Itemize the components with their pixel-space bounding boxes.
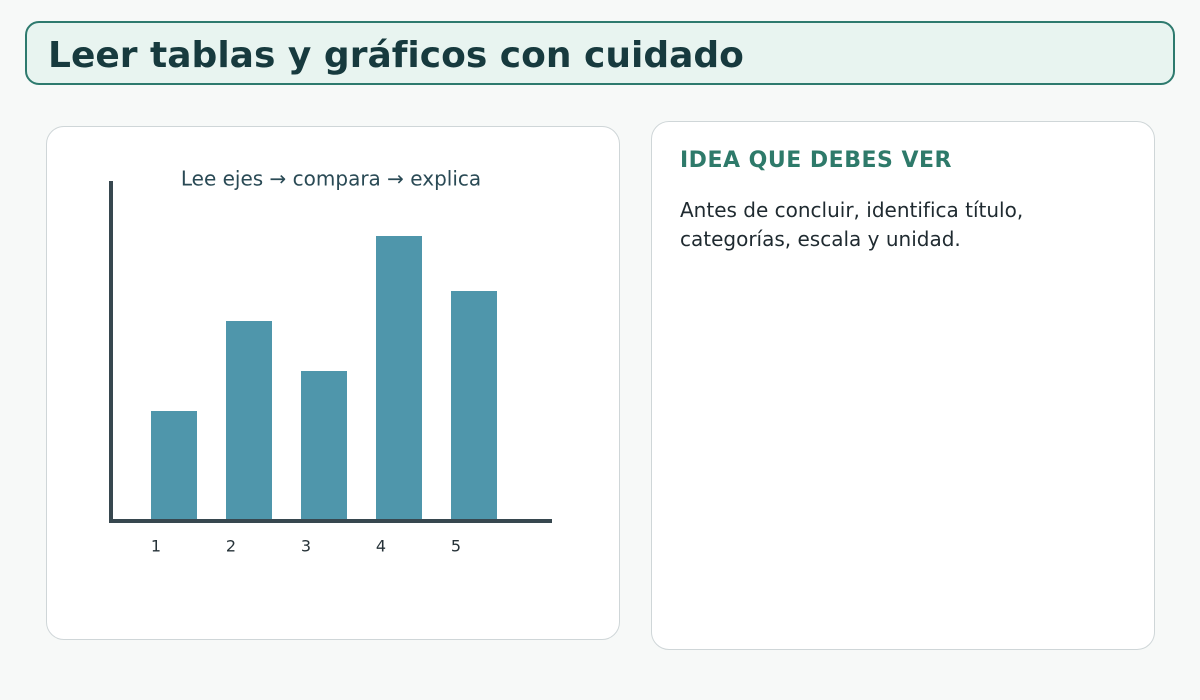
x-tick-label: 1 [151,537,161,556]
chart-card: Lee ejes → compara → explica 1 2 3 4 5 [46,126,620,640]
x-tick-label: 5 [451,537,461,556]
page-title: Leer tablas y gráficos con cuidado [48,35,744,76]
chart-title: Lee ejes → compara → explica [181,167,481,191]
x-tick-label: 3 [301,537,311,556]
x-tick-label: 4 [376,537,386,556]
idea-card: IDEA QUE DEBES VER Antes de concluir, id… [651,121,1155,650]
idea-text: Antes de concluir, identifica título, ca… [680,198,1024,251]
bar [376,236,422,521]
idea-heading: IDEA QUE DEBES VER [680,148,953,173]
bar [451,291,497,521]
x-tick-label: 2 [226,537,236,556]
bar [151,411,197,521]
chart: Lee ejes → compara → explica 1 2 3 4 5 [109,167,552,556]
bar [301,371,347,521]
header: Leer tablas y gráficos con cuidado [25,21,1175,85]
bar [226,321,272,521]
